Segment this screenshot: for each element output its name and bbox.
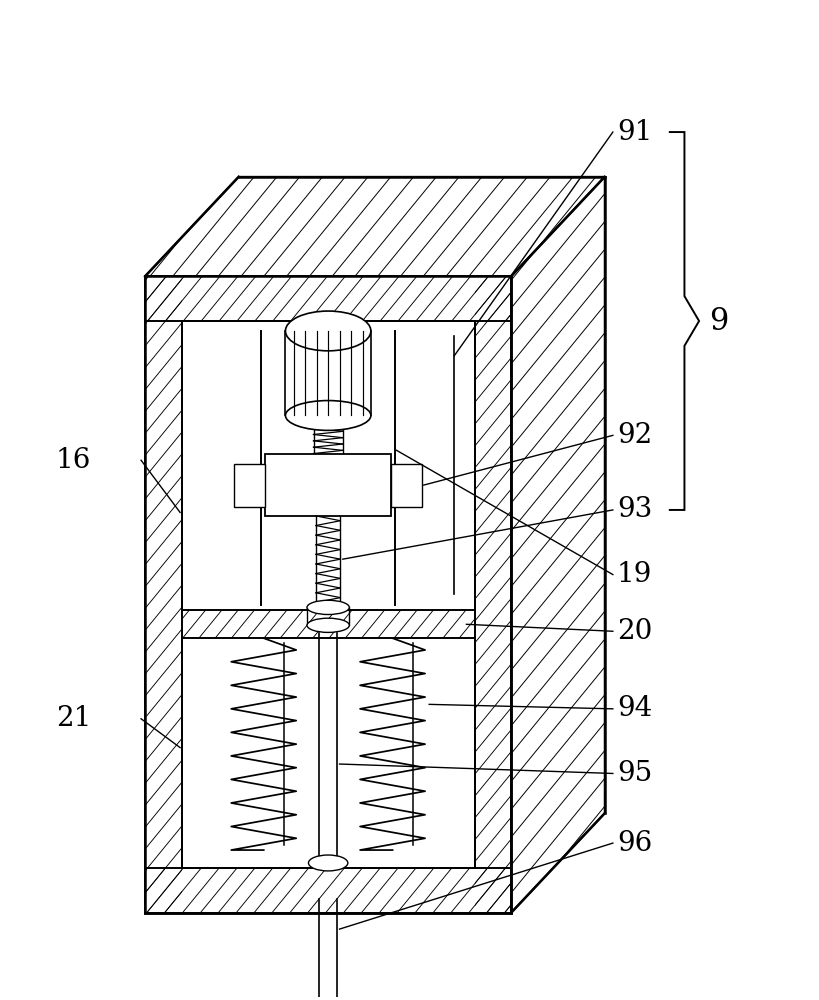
- Text: 9: 9: [709, 306, 728, 336]
- Ellipse shape: [286, 401, 371, 430]
- Ellipse shape: [309, 855, 348, 871]
- Text: 96: 96: [617, 830, 652, 857]
- Polygon shape: [145, 868, 511, 913]
- Text: 21: 21: [56, 705, 91, 732]
- Bar: [391, 464, 422, 507]
- Polygon shape: [145, 177, 604, 276]
- Ellipse shape: [307, 618, 350, 632]
- Polygon shape: [511, 177, 604, 913]
- Text: 94: 94: [617, 695, 652, 722]
- Polygon shape: [474, 276, 511, 913]
- Text: 20: 20: [617, 618, 652, 645]
- Text: 19: 19: [617, 561, 652, 588]
- Polygon shape: [145, 276, 182, 913]
- Bar: [265, 454, 391, 516]
- Text: 92: 92: [617, 422, 652, 449]
- Polygon shape: [145, 276, 511, 321]
- Text: 16: 16: [56, 447, 91, 474]
- Text: 93: 93: [617, 496, 652, 523]
- Polygon shape: [182, 610, 474, 638]
- Bar: [145, 276, 511, 913]
- Text: 91: 91: [617, 119, 652, 146]
- Ellipse shape: [307, 600, 350, 615]
- Ellipse shape: [286, 311, 371, 351]
- Bar: [234, 464, 265, 507]
- Text: 95: 95: [617, 760, 652, 787]
- Bar: [286, 331, 371, 415]
